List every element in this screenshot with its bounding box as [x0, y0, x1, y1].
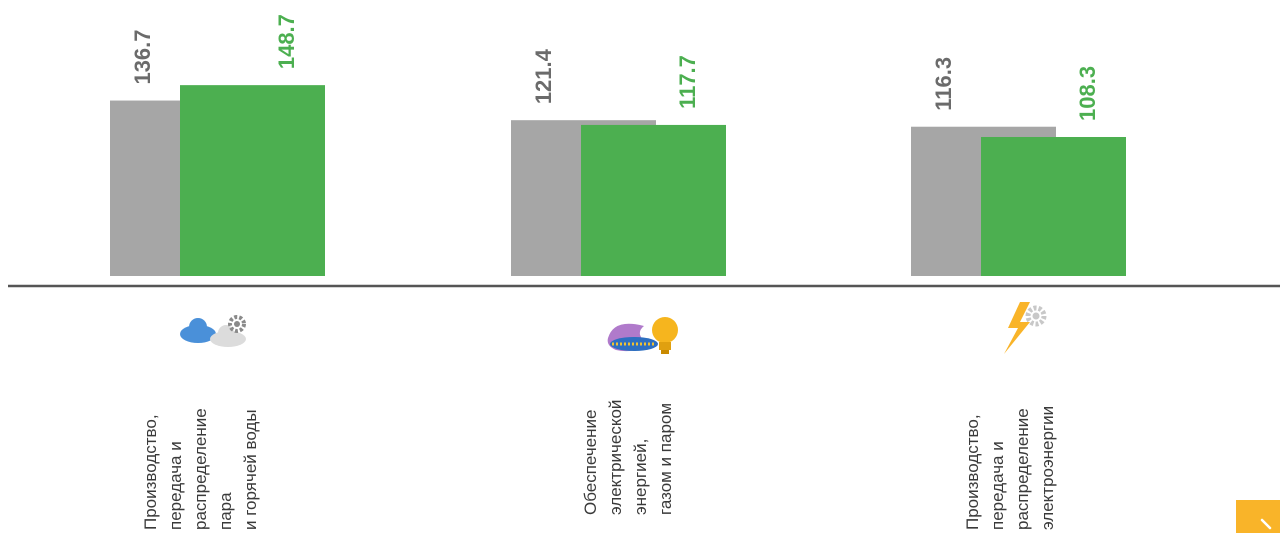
- category-line: передача и: [166, 441, 185, 530]
- cloud-gear-icon: [176, 312, 252, 353]
- category-line: электроэнергии: [1038, 405, 1057, 530]
- gas-flame-lightbulb-icon: [604, 312, 684, 365]
- category-line: Производство,: [963, 414, 982, 530]
- value-label-series1-cat3: 116.3: [931, 57, 956, 111]
- category-line: распределение: [1013, 408, 1032, 530]
- lightning-gear-icon: [1000, 300, 1052, 361]
- category-line: передача и: [988, 441, 1007, 530]
- category-line: энергией,: [631, 438, 650, 515]
- category-label-3: Производство, передача и распределение э…: [960, 406, 1060, 530]
- category-line: газом и паром: [656, 402, 675, 515]
- category-line: Обеспечение: [581, 409, 600, 515]
- arrow-down-right-icon: [1260, 518, 1272, 530]
- category-line: и горячей воды: [241, 409, 260, 530]
- value-label-series2-cat3: 108.3: [1075, 66, 1100, 121]
- value-label-series1-cat2: 121.4: [531, 48, 556, 104]
- bar-series2-cat1: [180, 85, 325, 276]
- category-line: электрической: [606, 399, 625, 515]
- bar-series2-cat2: [581, 124, 726, 276]
- category-line: Производство,: [141, 414, 160, 530]
- value-label-series1-cat1: 136.7: [130, 29, 155, 84]
- category-line: распределение: [191, 408, 210, 530]
- value-label-series2-cat1: 148.7: [274, 14, 299, 69]
- category-line: пара: [216, 492, 235, 530]
- category-label-2: Обеспечение электрической энергией, газо…: [578, 400, 678, 515]
- bar-series2-cat3: [981, 136, 1126, 276]
- value-label-series2-cat2: 117.7: [675, 55, 700, 109]
- category-label-1: Производство, передача и распределение п…: [138, 408, 263, 530]
- corner-arrow-badge[interactable]: [1236, 500, 1280, 533]
